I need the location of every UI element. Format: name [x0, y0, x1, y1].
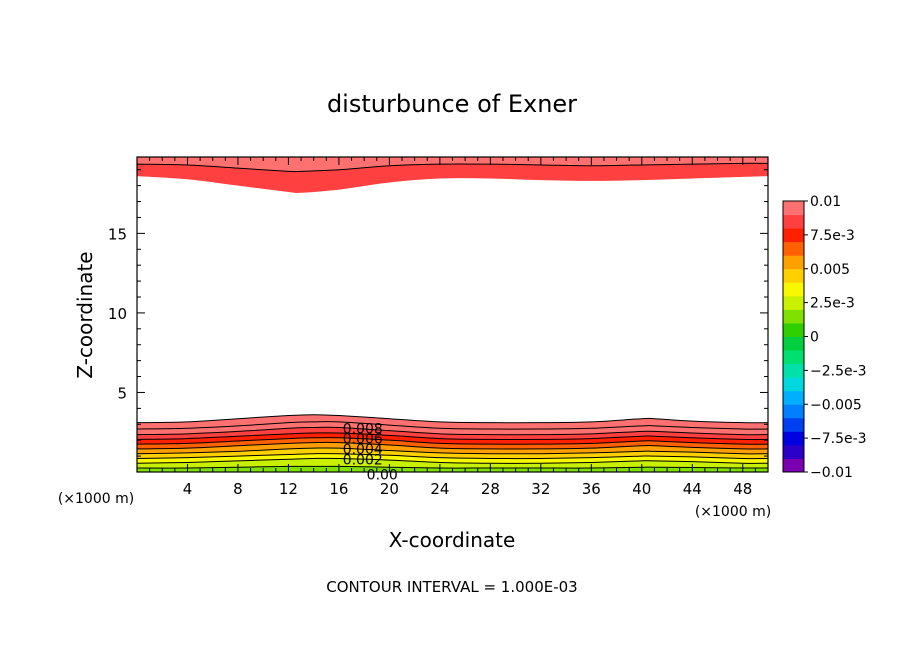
contour-line-bottom	[136, 414, 769, 424]
x-tick-label: 48	[733, 480, 752, 498]
contour-label: 0.004	[343, 442, 383, 458]
colorbar-swatch	[783, 377, 804, 392]
colorbar-labels: 0.01 7.5e-3 0.005 2.5e-3 0 −2.5e-3 −0.005 −7.5e…	[804, 194, 867, 481]
colorbar-swatch	[783, 241, 804, 256]
colorbar-swatch	[783, 295, 804, 310]
contour-lines	[136, 162, 769, 469]
colorbar-tick-label: 0	[810, 330, 819, 346]
x-tick-label: 28	[481, 480, 500, 498]
contour-fill-top	[137, 157, 768, 172]
x-tick-label: 16	[329, 480, 348, 498]
contour-interval-text: CONTOUR INTERVAL = 1.000E-03	[326, 578, 577, 596]
colorbar-swatch	[783, 431, 804, 446]
contour-line-bottom	[136, 421, 769, 430]
colorbar-swatch	[783, 363, 804, 378]
contour-line-bottom	[136, 437, 769, 445]
x-tick-label: 12	[279, 480, 298, 498]
colorbar-tick-label: 0.01	[810, 194, 841, 210]
contour-label: 0.008	[343, 421, 383, 437]
x-tick-label: 20	[380, 480, 399, 498]
colorbar-swatch	[783, 268, 804, 283]
x-tick-label: 36	[582, 480, 601, 498]
x-tick-label: 8	[233, 480, 243, 498]
contour-fills	[137, 157, 768, 472]
contour-line-bottom	[136, 457, 769, 464]
colorbar-swatch	[783, 228, 804, 243]
colorbar-swatch	[783, 322, 804, 337]
colorbar-swatch	[783, 255, 804, 270]
x-tick-label: 24	[430, 480, 449, 498]
contour-line-bottom	[136, 441, 769, 450]
contour-line-bottom	[136, 432, 769, 441]
y-tick-label: 5	[117, 384, 127, 402]
x-axis-ticks: 4 8 12 16 20 24 28 32 36 40 44 48	[149, 157, 756, 498]
colorbar-swatch	[783, 201, 804, 216]
y-axis-ticks: 5 10 15	[108, 169, 768, 457]
colorbar-tick-label: −2.5e-3	[810, 363, 867, 379]
y-tick-label: 15	[108, 225, 127, 243]
colorbar-swatch	[783, 350, 804, 365]
x-tick-label: 4	[183, 480, 193, 498]
colorbar-swatch	[783, 309, 804, 324]
colorbar	[782, 200, 805, 473]
colorbar-tick-label: 0.005	[810, 262, 850, 278]
x-tick-label: 32	[531, 480, 550, 498]
colorbar-tick-label: 7.5e-3	[810, 228, 855, 244]
colorbar-swatch	[783, 214, 804, 229]
x-tick-label: 40	[632, 480, 651, 498]
contour-line-bottom	[136, 447, 769, 455]
colorbar-tick-label: 2.5e-3	[810, 296, 855, 312]
y-tick-label: 10	[108, 305, 127, 323]
contour-line-bottom	[136, 453, 769, 460]
contour-label: 0.006	[343, 432, 383, 448]
colorbar-swatch	[783, 282, 804, 297]
contour-label: 0.00	[367, 467, 398, 483]
colorbar-swatch	[783, 404, 804, 419]
colorbar-tick-label: −0.01	[810, 465, 853, 481]
colorbar-swatch	[783, 336, 804, 351]
colorbar-swatch	[783, 444, 804, 459]
colorbar-tick-label: −0.005	[810, 397, 862, 413]
chart-title: disturbunce of Exner	[327, 90, 577, 118]
y-axis-label: Z-coordinate	[73, 251, 97, 378]
x-tick-label: 44	[683, 480, 702, 498]
contour-line-bottom	[136, 426, 769, 436]
colorbar-swatch	[783, 417, 804, 432]
contour-label: 0.002	[343, 452, 383, 468]
x-unit-left-label: (×1000 m)	[58, 491, 134, 507]
x-axis-label: X-coordinate	[389, 528, 516, 552]
colorbar-swatch	[783, 390, 804, 405]
colorbar-tick-label: −7.5e-3	[810, 431, 867, 447]
colorbar-swatch	[783, 458, 804, 473]
x-unit-right-label: (×1000 m)	[695, 504, 771, 520]
